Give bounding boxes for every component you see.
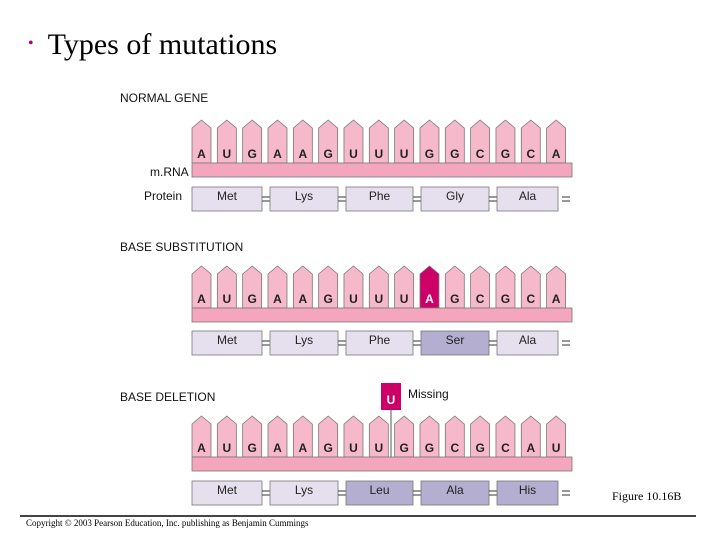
substitution-base-letter: G — [450, 292, 459, 306]
normal-amino-acid: Lys — [295, 189, 313, 203]
substitution-codon-box — [269, 330, 339, 356]
substitution-amino-acid: Met — [217, 333, 238, 347]
normal-base-letter: A — [552, 147, 561, 161]
deletion-base-letter: U — [552, 441, 561, 455]
deletion-codon-box — [191, 480, 263, 506]
substitution-base-letter: U — [400, 292, 409, 306]
normal-mrna-strip — [191, 162, 573, 178]
substitution-base-letter: A — [425, 292, 434, 306]
bullet-icon: • — [28, 35, 34, 52]
normal-gene-heading: NORMAL GENE — [120, 91, 208, 105]
slide-title-text: Types of mutations — [47, 28, 278, 61]
footer-rule — [20, 515, 696, 517]
normal-base-letter: C — [526, 147, 535, 161]
slide-title: • Types of mutations — [28, 28, 277, 62]
missing-base-nucleotide — [381, 383, 401, 410]
substitution-base-letter: G — [323, 292, 332, 306]
normal-base-letter: U — [400, 147, 409, 161]
normal-base-letter: G — [247, 147, 256, 161]
base-deletion-heading: BASE DELETION — [120, 390, 215, 404]
normal-base-letter: A — [298, 147, 307, 161]
substitution-base-letter: C — [526, 292, 535, 306]
deletion-codon-box — [269, 480, 339, 506]
normal-gene-row: A U G A A G U U U G G C G C A Met Lys Phe Gly Ala — [191, 119, 573, 212]
copyright-text: Copyright © 2003 Pearson Education, Inc.… — [26, 518, 309, 528]
mrna-label: m.RNA — [150, 165, 189, 179]
substitution-codon-box — [420, 330, 490, 356]
deletion-amino-acid: Ala — [446, 483, 464, 497]
deletion-base-letter: C — [501, 441, 510, 455]
deletion-base-letter: G — [247, 441, 256, 455]
normal-codon-box — [191, 186, 263, 212]
deletion-base-letter: U — [222, 441, 231, 455]
base-substitution-heading: BASE SUBSTITUTION — [120, 240, 243, 254]
deletion-amino-acid: Met — [217, 483, 238, 497]
substitution-base-letter: U — [374, 292, 383, 306]
deletion-amino-acid: Lys — [295, 483, 313, 497]
deletion-codon-box — [345, 480, 414, 506]
normal-amino-acid: Gly — [446, 189, 464, 203]
substitution-codon-box — [191, 330, 263, 356]
normal-codon-box — [269, 186, 339, 212]
normal-base-letter: G — [323, 147, 332, 161]
normal-base-letter: U — [349, 147, 358, 161]
normal-base-letter: C — [476, 147, 485, 161]
figure-label: Figure 10.16B — [612, 489, 682, 503]
substitution-base-letter: C — [476, 292, 485, 306]
deletion-base-letter: U — [349, 441, 358, 455]
deletion-amino-acid: Leu — [369, 483, 389, 497]
normal-base-letter: G — [501, 147, 510, 161]
substitution-base-letter: U — [222, 292, 231, 306]
deletion-mrna-strip — [191, 456, 573, 472]
deletion-base-letter: A — [526, 441, 535, 455]
normal-codon-box — [345, 186, 414, 212]
deletion-base-letter: U — [374, 441, 383, 455]
normal-amino-acid: Met — [217, 189, 238, 203]
base-substitution-row: A U G A A G U U U A G C G C A Met Lys Phe Ser Ala — [191, 265, 573, 356]
normal-amino-acid: Phe — [369, 189, 391, 203]
normal-base-letter: A — [197, 147, 206, 161]
normal-codon-box — [496, 186, 559, 212]
base-deletion-row: A U G A A G U U G G C G C A U Met Lys Leu Ala His — [191, 415, 573, 506]
normal-base-letter: G — [425, 147, 434, 161]
normal-base-letter: U — [222, 147, 231, 161]
deletion-amino-acid: His — [519, 483, 536, 497]
substitution-amino-acid: Lys — [295, 333, 313, 347]
deletion-base-letter: G — [475, 441, 484, 455]
substitution-codon-box — [496, 330, 559, 356]
missing-base-group: U Missing — [381, 383, 449, 470]
substitution-amino-acid: Phe — [369, 333, 391, 347]
protein-label: Protein — [144, 189, 182, 203]
deletion-base-letter: A — [273, 441, 282, 455]
normal-base-letter: A — [273, 147, 282, 161]
substitution-codon-box — [345, 330, 414, 356]
deletion-base-letter: G — [399, 441, 408, 455]
substitution-base-letter: G — [247, 292, 256, 306]
deletion-base-letter: A — [298, 441, 307, 455]
normal-amino-acid: Ala — [519, 189, 537, 203]
substitution-base-letter: A — [552, 292, 561, 306]
deletion-base-letter: G — [323, 441, 332, 455]
deletion-base-letter: A — [197, 441, 206, 455]
substitution-amino-acid: Ala — [519, 333, 537, 347]
substitution-base-letter: A — [273, 292, 282, 306]
substitution-base-letter: G — [501, 292, 510, 306]
deletion-codon-box — [496, 480, 559, 506]
deletion-base-letter: C — [450, 441, 459, 455]
substitution-base-letter: A — [298, 292, 307, 306]
substitution-amino-acid: Ser — [446, 333, 465, 347]
substitution-base-letter: A — [197, 292, 206, 306]
normal-base-letter: G — [450, 147, 459, 161]
substitution-base-letter: U — [349, 292, 358, 306]
normal-base-letter: U — [374, 147, 383, 161]
deletion-base-letter: G — [425, 441, 434, 455]
missing-label: Missing — [408, 387, 449, 401]
missing-base-letter: U — [387, 393, 396, 407]
substitution-mrna-strip — [191, 307, 573, 323]
normal-codon-box — [420, 186, 490, 212]
deletion-codon-box — [420, 480, 490, 506]
